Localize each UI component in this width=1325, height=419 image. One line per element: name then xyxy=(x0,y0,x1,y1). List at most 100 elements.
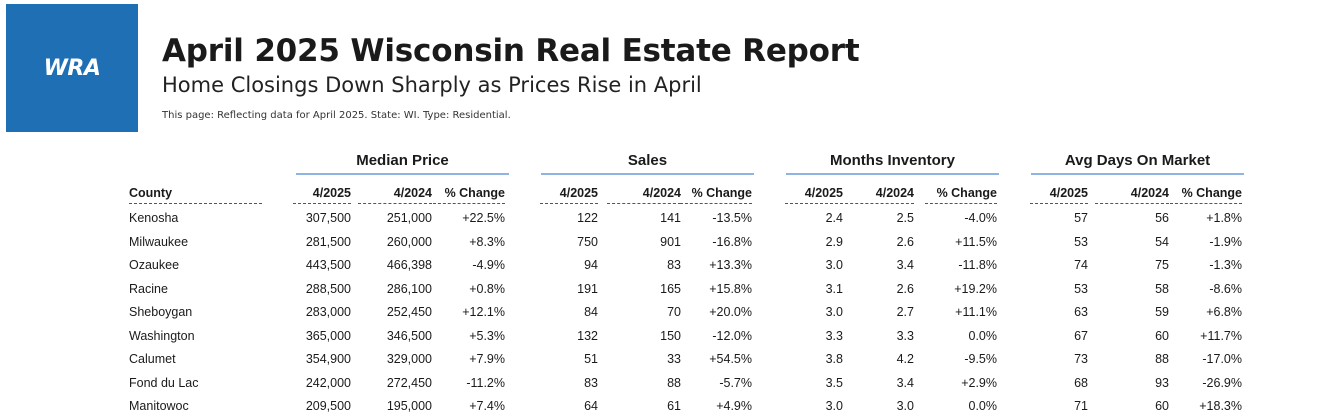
column-header-sales-chg: % Change xyxy=(680,185,752,204)
cell-sales-chg: +13.3% xyxy=(709,258,752,272)
cell-sales-cur: 122 xyxy=(577,211,598,225)
cell-avg-days-on-market-prev: 59 xyxy=(1155,305,1169,319)
column-header-median-price-prev: 4/2024 xyxy=(358,185,432,204)
cell-median-price-prev: 260,000 xyxy=(386,235,432,249)
cell-avg-days-on-market-chg: +1.8% xyxy=(1206,211,1242,225)
cell-months-inventory-cur: 3.0 xyxy=(825,305,843,319)
cell-months-inventory-prev: 2.7 xyxy=(896,305,914,319)
cell-avg-days-on-market-prev: 88 xyxy=(1155,352,1169,366)
cell-months-inventory-cur: 3.1 xyxy=(825,282,843,296)
cell-sales-prev: 61 xyxy=(667,399,681,413)
cell-median-price-cur: 288,500 xyxy=(305,282,351,296)
cell-avg-days-on-market-cur: 53 xyxy=(1074,235,1088,249)
cell-avg-days-on-market-cur: 73 xyxy=(1074,352,1088,366)
cell-median-price-prev: 346,500 xyxy=(386,329,432,343)
cell-months-inventory-prev: 3.4 xyxy=(896,258,914,272)
cell-median-price-prev: 329,000 xyxy=(386,352,432,366)
cell-avg-days-on-market-cur: 67 xyxy=(1074,329,1088,343)
cell-median-price-chg: +0.8% xyxy=(469,282,505,296)
cell-median-price-cur: 307,500 xyxy=(305,211,351,225)
page-note: This page: Reflecting data for April 202… xyxy=(162,110,511,121)
cell-months-inventory-chg: +2.9% xyxy=(961,376,997,390)
cell-median-price-chg: -4.9% xyxy=(472,258,505,272)
cell-sales-prev: 33 xyxy=(667,352,681,366)
page-title: April 2025 Wisconsin Real Estate Report xyxy=(162,33,860,69)
cell-sales-chg: +4.9% xyxy=(716,399,752,413)
cell-sales-chg: -13.5% xyxy=(712,211,752,225)
cell-months-inventory-cur: 3.5 xyxy=(825,376,843,390)
cell-median-price-chg: +22.5% xyxy=(462,211,505,225)
cell-sales-prev: 70 xyxy=(667,305,681,319)
cell-avg-days-on-market-cur: 53 xyxy=(1074,282,1088,296)
cell-median-price-chg: +12.1% xyxy=(462,305,505,319)
cell-avg-days-on-market-prev: 60 xyxy=(1155,399,1169,413)
county-name: Fond du Lac xyxy=(129,376,199,390)
cell-sales-chg: -16.8% xyxy=(712,235,752,249)
cell-months-inventory-chg: 0.0% xyxy=(968,329,998,343)
county-name: Ozaukee xyxy=(129,258,180,272)
column-header-avg-days-on-market-prev: 4/2024 xyxy=(1095,185,1169,204)
county-name: Calumet xyxy=(129,352,176,366)
cell-sales-cur: 84 xyxy=(584,305,598,319)
cell-months-inventory-chg: -9.5% xyxy=(964,352,997,366)
county-name: Milwaukee xyxy=(129,235,189,249)
cell-avg-days-on-market-prev: 54 xyxy=(1155,235,1169,249)
cell-median-price-prev: 286,100 xyxy=(386,282,432,296)
cell-avg-days-on-market-cur: 57 xyxy=(1074,211,1088,225)
column-header-avg-days-on-market-chg: % Change xyxy=(1170,185,1242,204)
cell-avg-days-on-market-chg: -26.9% xyxy=(1202,376,1242,390)
column-header-months-inventory-chg: % Change xyxy=(925,185,997,204)
county-name: Racine xyxy=(129,282,168,296)
cell-sales-chg: +20.0% xyxy=(709,305,752,319)
cell-avg-days-on-market-chg: -17.0% xyxy=(1202,352,1242,366)
cell-median-price-cur: 283,000 xyxy=(305,305,351,319)
cell-median-price-chg: +7.9% xyxy=(469,352,505,366)
cell-months-inventory-cur: 3.0 xyxy=(825,399,843,413)
cell-sales-cur: 51 xyxy=(584,352,598,366)
wra-logo: WRA xyxy=(6,4,138,132)
cell-sales-cur: 750 xyxy=(577,235,598,249)
cell-avg-days-on-market-prev: 56 xyxy=(1155,211,1169,225)
cell-sales-prev: 165 xyxy=(660,282,681,296)
cell-months-inventory-prev: 3.3 xyxy=(896,329,914,343)
group-header-median-price: Median Price xyxy=(296,151,509,175)
cell-months-inventory-chg: +11.1% xyxy=(955,305,997,319)
cell-months-inventory-prev: 3.4 xyxy=(896,376,914,390)
cell-avg-days-on-market-cur: 63 xyxy=(1074,305,1088,319)
cell-months-inventory-prev: 3.0 xyxy=(896,399,914,413)
cell-months-inventory-cur: 2.4 xyxy=(825,211,843,225)
column-header-months-inventory-prev: 4/2024 xyxy=(840,185,914,204)
column-header-sales-prev: 4/2024 xyxy=(607,185,681,204)
cell-median-price-cur: 281,500 xyxy=(305,235,351,249)
page-subtitle: Home Closings Down Sharply as Prices Ris… xyxy=(162,73,702,97)
county-name: Sheboygan xyxy=(129,305,193,319)
cell-sales-prev: 88 xyxy=(667,376,681,390)
cell-months-inventory-cur: 3.8 xyxy=(825,352,843,366)
cell-sales-prev: 150 xyxy=(660,329,681,343)
cell-months-inventory-chg: +19.2% xyxy=(954,282,997,296)
cell-avg-days-on-market-prev: 75 xyxy=(1155,258,1169,272)
cell-median-price-cur: 365,000 xyxy=(305,329,351,343)
cell-avg-days-on-market-cur: 68 xyxy=(1074,376,1088,390)
cell-median-price-chg: +8.3% xyxy=(469,235,505,249)
column-header-county: County xyxy=(129,185,262,204)
cell-months-inventory-chg: 0.0% xyxy=(968,399,998,413)
cell-median-price-prev: 272,450 xyxy=(386,376,432,390)
county-name: Manitowoc xyxy=(129,399,189,413)
cell-median-price-cur: 443,500 xyxy=(305,258,351,272)
cell-median-price-cur: 209,500 xyxy=(305,399,351,413)
county-name: Kenosha xyxy=(129,211,179,225)
cell-sales-prev: 901 xyxy=(660,235,681,249)
group-header-sales: Sales xyxy=(541,151,754,175)
cell-sales-cur: 94 xyxy=(584,258,598,272)
cell-avg-days-on-market-cur: 74 xyxy=(1074,258,1088,272)
cell-median-price-prev: 251,000 xyxy=(386,211,432,225)
column-header-median-price-cur: 4/2025 xyxy=(293,185,351,204)
cell-months-inventory-prev: 2.6 xyxy=(896,235,914,249)
cell-avg-days-on-market-cur: 71 xyxy=(1074,399,1088,413)
cell-avg-days-on-market-chg: -8.6% xyxy=(1209,282,1242,296)
cell-avg-days-on-market-prev: 58 xyxy=(1155,282,1169,296)
cell-months-inventory-chg: -11.8% xyxy=(958,258,997,272)
county-name: Washington xyxy=(129,329,195,343)
cell-median-price-chg: +7.4% xyxy=(469,399,505,413)
